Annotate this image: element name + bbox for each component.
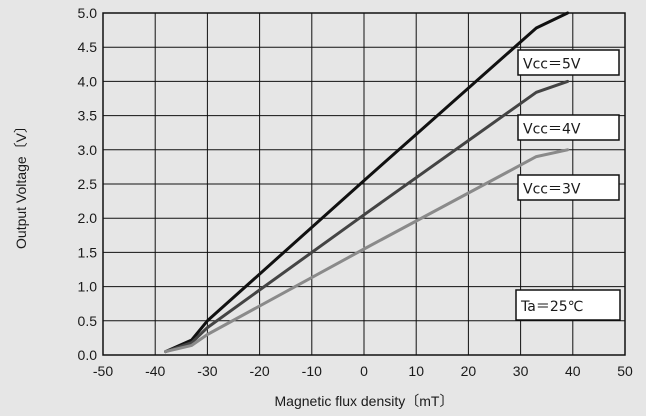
y-axis-title: Output Voltage〔V〕: [13, 119, 29, 249]
tick-labels: -50 -40 -30 -20 -10 0 10 20 30 40 50 0.0 0.5 1.0 1.5 2.…: [78, 5, 633, 379]
y-tick-label: 1.0: [78, 279, 98, 295]
annotation-frame: [517, 49, 620, 76]
x-tick-label: -20: [249, 363, 269, 379]
annotations: Vcc＝5V Vcc＝4V Vcc＝3V Ta＝25℃: [515, 49, 621, 321]
y-tick-label: 0.0: [78, 347, 98, 363]
annotation-label: Vcc＝4V: [523, 122, 581, 138]
annotation-frame: [515, 289, 621, 321]
annotation-box: Vcc＝3V: [517, 174, 620, 201]
x-tick-label: -40: [145, 363, 165, 379]
annotation-box: Vcc＝4V: [517, 114, 620, 141]
annotation-box: Ta＝25℃: [515, 289, 621, 321]
y-tick-label: 2.5: [78, 176, 98, 192]
y-tick-label: 3.0: [78, 142, 98, 158]
annotation-frame: [517, 174, 620, 201]
y-tick-label: 4.5: [78, 39, 98, 55]
x-tick-label: 10: [408, 363, 424, 379]
x-tick-label: 40: [565, 363, 581, 379]
x-tick-label: -10: [302, 363, 322, 379]
y-tick-label: 4.0: [78, 73, 98, 89]
y-tick-label: 5.0: [78, 5, 98, 21]
y-tick-label: 2.0: [78, 210, 98, 226]
x-tick-label: -50: [93, 363, 113, 379]
series-line-1: [164, 11, 570, 354]
series-lines: [164, 11, 570, 354]
x-tick-label: 30: [513, 363, 529, 379]
series-line-3: [164, 148, 570, 354]
x-tick-label: -30: [197, 363, 217, 379]
x-tick-label: 0: [360, 363, 368, 379]
annotation-label: Vcc＝3V: [523, 182, 581, 198]
x-tick-label: 50: [617, 363, 633, 379]
x-axis-title: Magnetic flux density〔mT〕: [275, 393, 454, 409]
series-line-2: [164, 79, 570, 354]
annotation-label: Ta＝25℃: [520, 299, 583, 315]
annotation-box: Vcc＝5V: [517, 49, 620, 76]
y-tick-label: 1.5: [78, 244, 98, 260]
annotation-label: Vcc＝5V: [523, 57, 581, 73]
x-tick-label: 20: [461, 363, 477, 379]
y-tick-label: 3.5: [78, 108, 98, 124]
plot-area: [102, 12, 626, 356]
annotation-frame: [517, 114, 620, 141]
y-tick-label: 0.5: [78, 313, 98, 329]
